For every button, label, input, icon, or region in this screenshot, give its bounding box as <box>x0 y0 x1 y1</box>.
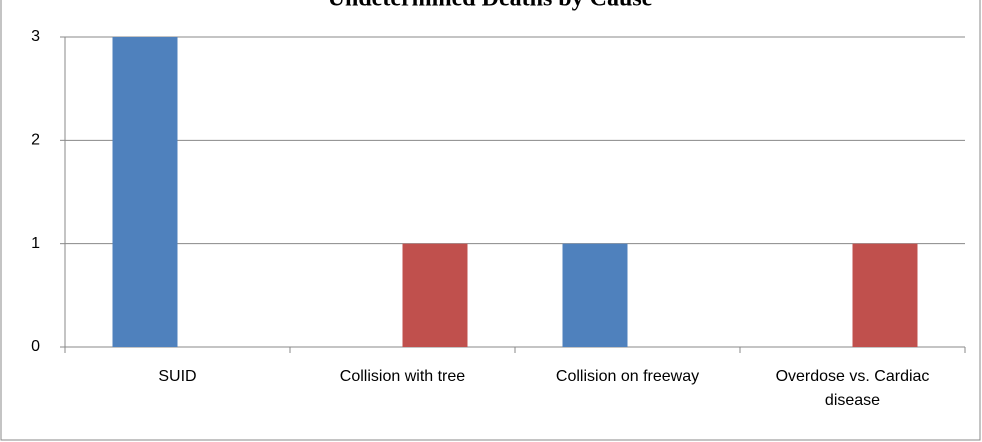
x-tick-label: Collision on freeway <box>555 368 700 385</box>
bar <box>852 243 918 347</box>
bar <box>402 243 468 347</box>
x-tick-label: Overdose vs. Cardiac disease <box>775 368 930 409</box>
x-tick-label: Collision with tree <box>339 368 466 385</box>
chart-title: Undetermined Deaths by Cause <box>328 0 653 12</box>
bar <box>112 37 178 347</box>
y-tick-label: 1 <box>31 235 40 252</box>
x-tick-label: SUID <box>158 368 197 385</box>
y-tick-label: 0 <box>31 338 40 355</box>
y-tick-label: 2 <box>31 132 40 149</box>
bar <box>562 243 628 347</box>
y-tick-label: 3 <box>31 28 40 45</box>
